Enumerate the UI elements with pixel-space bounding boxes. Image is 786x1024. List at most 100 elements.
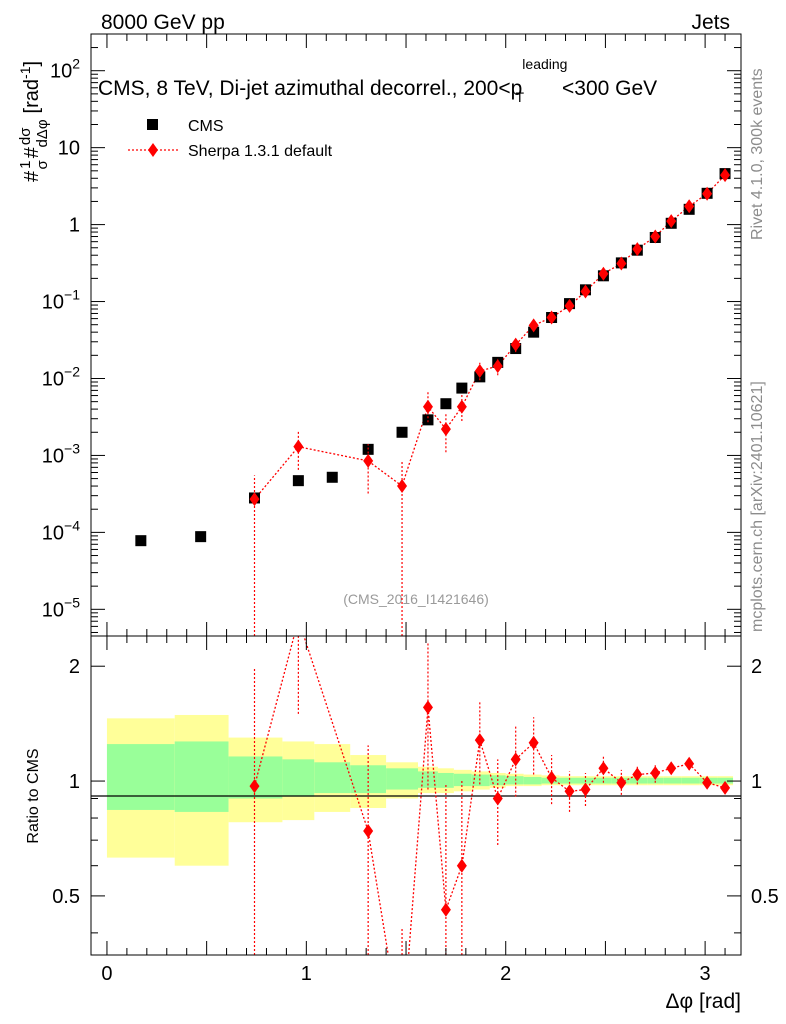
ratio-y-tick-label: 2 — [69, 656, 80, 678]
ratio-band-green — [629, 777, 648, 784]
legend: CMS Sherpa 1.3.1 default — [128, 118, 333, 160]
main-y-tick-label: 10−3 — [42, 440, 80, 467]
ratio-point — [363, 823, 374, 838]
ratio-band-green — [647, 777, 664, 784]
ratio-clip-group — [249, 636, 731, 955]
legend-sherpa-marker — [148, 143, 158, 157]
x-axis-label: Δφ [rad] — [666, 990, 742, 1013]
ratio-band-green — [282, 759, 315, 797]
sherpa-point — [528, 318, 539, 333]
cms-point — [396, 426, 408, 438]
sherpa-point — [632, 242, 643, 257]
sherpa-point — [616, 256, 627, 271]
ratio-band-green — [663, 777, 682, 784]
ratio-band-green — [174, 741, 229, 812]
ratio-band-green — [437, 772, 454, 788]
ratio-data-marks — [249, 636, 731, 955]
ratio-band-green — [523, 776, 542, 785]
sherpa-point — [684, 199, 695, 214]
cms-point — [440, 398, 452, 410]
ratio-band-green — [228, 756, 283, 799]
sherpa-point — [249, 492, 260, 507]
legend-cms-marker — [147, 119, 158, 130]
ratio-band-green — [314, 762, 351, 794]
main-y-tick-label: 10−2 — [42, 363, 80, 390]
ratio-band-green — [681, 777, 700, 784]
ratio-point — [720, 780, 731, 795]
sherpa-point — [702, 186, 713, 201]
ratio-point — [422, 700, 433, 715]
sherpa-point — [422, 399, 433, 414]
ratio-band-green — [559, 777, 578, 784]
sherpa-point — [546, 310, 557, 325]
sherpa-point — [666, 214, 677, 229]
x-tick-label: 1 — [301, 963, 312, 985]
ratio-point — [666, 761, 677, 776]
cms-point — [326, 471, 338, 483]
ratio-point — [564, 784, 575, 799]
ratio-y-tick-label-right: 0.5 — [751, 886, 779, 908]
x-tick-label: 2 — [500, 963, 511, 985]
ratio-point — [702, 775, 713, 790]
sherpa-point — [440, 422, 451, 437]
ratio-y-tick-label-right: 1 — [751, 771, 762, 793]
ratio-point — [528, 735, 539, 750]
sherpa-point — [510, 337, 521, 352]
ratio-frame — [90, 635, 742, 956]
sherpa-point — [293, 439, 304, 454]
cms-point — [456, 382, 468, 394]
main-panel: (CMS_2016_I1421646) 10−5 10−4 10−3 10−2 10−1… — [17, 33, 742, 637]
sherpa-point — [397, 479, 408, 494]
ratio-band-green — [577, 777, 596, 784]
main-y-axis-label: #1σ#dσdΔφ[rad-1] — [17, 61, 51, 182]
legend-sherpa-label: Sherpa 1.3.1 default — [188, 143, 333, 160]
ratio-panel: 0.5 0.5 1 1 2 2 0 1 2 3 Ratio to CMS Δφ [rad] — [25, 635, 779, 1013]
legend-cms-label: CMS — [188, 118, 224, 135]
ratio-point — [510, 752, 521, 767]
sherpa-point — [474, 364, 485, 379]
sherpa-point — [650, 229, 661, 244]
ratio-y-tick-label-right: 2 — [751, 656, 762, 678]
ratio-band-green — [471, 774, 490, 787]
ratio-band-green — [717, 777, 734, 784]
sherpa-point — [492, 359, 503, 374]
sherpa-point — [456, 399, 467, 414]
ratio-point — [684, 756, 695, 771]
side-text-top: Rivet 4.1.0, 300k events — [749, 68, 766, 240]
cms-point — [422, 414, 434, 426]
main-y-tick-label: 10 — [58, 138, 80, 160]
ratio-uncertainty-bands — [106, 714, 734, 866]
ratio-band-green — [595, 777, 612, 784]
main-y-tick-label: 1 — [69, 215, 80, 237]
main-watermark: (CMS_2016_I1421646) — [343, 591, 489, 607]
header-right: Jets — [691, 11, 730, 34]
ratio-y-tick-label: 0.5 — [52, 886, 80, 908]
x-tick-label: 3 — [700, 963, 711, 985]
ratio-point — [546, 770, 557, 785]
svg-text:#1σ#dσdΔφ[rad-1]: #1σ#dσdΔφ[rad-1] — [17, 61, 51, 182]
ratio-point — [580, 782, 591, 797]
cms-point — [195, 531, 207, 543]
sherpa-point — [598, 266, 609, 281]
ratio-point — [632, 767, 643, 782]
cms-point — [292, 475, 304, 487]
ratio-point — [456, 858, 467, 873]
ratio-band-green — [505, 776, 524, 785]
ratio-y-tick-label: 1 — [69, 771, 80, 793]
main-y-tick-label: 10−5 — [42, 594, 80, 621]
main-y-tick-label: 102 — [50, 56, 80, 83]
chart-title: CMS, 8 TeV, Di-jet azimuthal decorrel., … — [98, 56, 657, 105]
ratio-sherpa-line — [253, 636, 726, 955]
ratio-band-green — [386, 768, 418, 790]
ratio-point — [492, 791, 503, 806]
ratio-point — [249, 779, 260, 794]
main-y-tick-label: 10−4 — [42, 517, 80, 544]
ratio-axes: 0.5 0.5 1 1 2 2 0 1 2 3 — [52, 635, 779, 985]
sherpa-line — [254, 174, 726, 500]
ratio-y-axis-label: Ratio to CMS — [25, 748, 42, 843]
ratio-point — [598, 761, 609, 776]
main-y-tick-label: 10−1 — [42, 287, 80, 314]
cms-point — [135, 535, 147, 547]
header-left: 8000 GeV pp — [101, 11, 225, 34]
